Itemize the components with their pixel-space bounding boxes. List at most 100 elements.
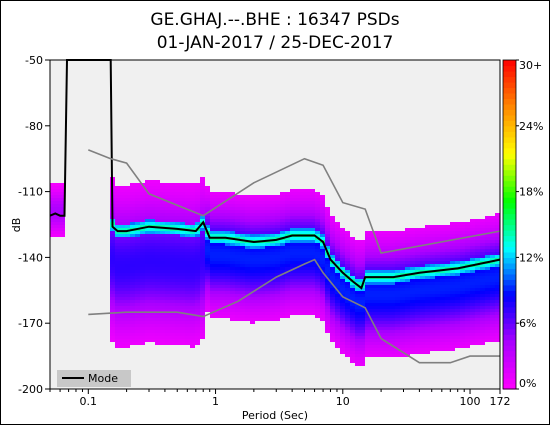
density-cell xyxy=(495,294,500,297)
density-cell xyxy=(240,261,245,264)
colorbar-segment xyxy=(503,186,516,193)
density-cell xyxy=(235,216,240,219)
x-tick-label: 1 xyxy=(212,395,219,408)
density-cell xyxy=(135,204,140,207)
density-cell xyxy=(125,264,130,267)
density-cell xyxy=(495,330,500,333)
density-cell xyxy=(50,234,55,237)
density-cell xyxy=(455,297,460,300)
density-cell xyxy=(215,315,220,318)
density-cell xyxy=(375,282,380,285)
density-cell xyxy=(245,222,250,225)
density-cell xyxy=(140,234,145,237)
density-cell xyxy=(165,258,170,261)
density-cell xyxy=(300,306,305,309)
density-cell xyxy=(495,219,500,222)
density-cell xyxy=(235,237,240,240)
density-cell xyxy=(215,249,220,252)
density-cell xyxy=(240,315,245,318)
density-cell xyxy=(435,225,440,228)
density-cell xyxy=(315,255,320,258)
density-cell xyxy=(455,288,460,291)
density-cell xyxy=(400,327,405,330)
density-cell xyxy=(340,228,345,231)
density-cell xyxy=(300,300,305,303)
density-cell xyxy=(330,231,335,234)
density-cell xyxy=(115,306,120,309)
density-cell xyxy=(380,300,385,303)
density-cell xyxy=(450,324,455,327)
density-cell xyxy=(170,276,175,279)
density-cell xyxy=(285,210,290,213)
density-cell xyxy=(450,270,455,273)
density-cell xyxy=(490,273,495,276)
density-cell xyxy=(430,246,435,249)
density-cell xyxy=(200,234,205,237)
density-cell xyxy=(275,291,280,294)
y-tick-label: -80 xyxy=(25,120,43,133)
density-cell xyxy=(310,261,315,264)
density-cell xyxy=(140,315,145,318)
density-cell xyxy=(155,237,160,240)
density-cell xyxy=(240,210,245,213)
density-cell xyxy=(260,237,265,240)
density-cell xyxy=(225,234,230,237)
density-cell xyxy=(220,279,225,282)
colorbar-segment xyxy=(503,279,516,286)
density-cell xyxy=(280,309,285,312)
density-cell xyxy=(310,237,315,240)
density-cell xyxy=(420,243,425,246)
density-cell xyxy=(390,351,395,354)
colorbar-segment xyxy=(503,312,516,319)
density-cell xyxy=(440,294,445,297)
density-cell xyxy=(275,261,280,264)
density-cell xyxy=(200,183,205,186)
density-cell xyxy=(385,261,390,264)
density-cell xyxy=(450,297,455,300)
density-cell xyxy=(120,228,125,231)
density-cell xyxy=(405,243,410,246)
density-cell xyxy=(125,306,130,309)
density-cell xyxy=(440,297,445,300)
density-cell xyxy=(435,288,440,291)
density-cell xyxy=(215,288,220,291)
density-cell xyxy=(165,189,170,192)
density-cell xyxy=(135,267,140,270)
density-cell xyxy=(355,255,360,258)
density-cell xyxy=(175,243,180,246)
density-cell xyxy=(150,204,155,207)
density-cell xyxy=(170,267,175,270)
density-cell xyxy=(240,273,245,276)
density-cell xyxy=(120,252,125,255)
density-cell xyxy=(395,327,400,330)
colorbar-segment xyxy=(503,383,516,390)
density-cell xyxy=(160,228,165,231)
density-cell xyxy=(230,312,235,315)
density-cell xyxy=(405,279,410,282)
density-cell xyxy=(325,321,330,324)
density-cell xyxy=(195,186,200,189)
density-cell xyxy=(120,255,125,258)
colorbar-segment xyxy=(503,114,516,121)
density-cell xyxy=(430,243,435,246)
density-cell xyxy=(110,327,115,330)
density-cell xyxy=(365,321,370,324)
density-cell xyxy=(265,228,270,231)
density-cell xyxy=(205,201,210,204)
density-cell xyxy=(495,297,500,300)
density-cell xyxy=(135,264,140,267)
density-cell xyxy=(210,279,215,282)
density-cell xyxy=(220,273,225,276)
density-cell xyxy=(405,345,410,348)
density-cell xyxy=(330,315,335,318)
density-cell xyxy=(350,339,355,342)
density-cell xyxy=(455,303,460,306)
density-cell xyxy=(365,297,370,300)
density-cell xyxy=(195,246,200,249)
density-cell xyxy=(300,189,305,192)
density-cell xyxy=(355,261,360,264)
density-cell xyxy=(405,315,410,318)
density-cell xyxy=(220,297,225,300)
density-cell xyxy=(255,222,260,225)
density-cell xyxy=(160,219,165,222)
